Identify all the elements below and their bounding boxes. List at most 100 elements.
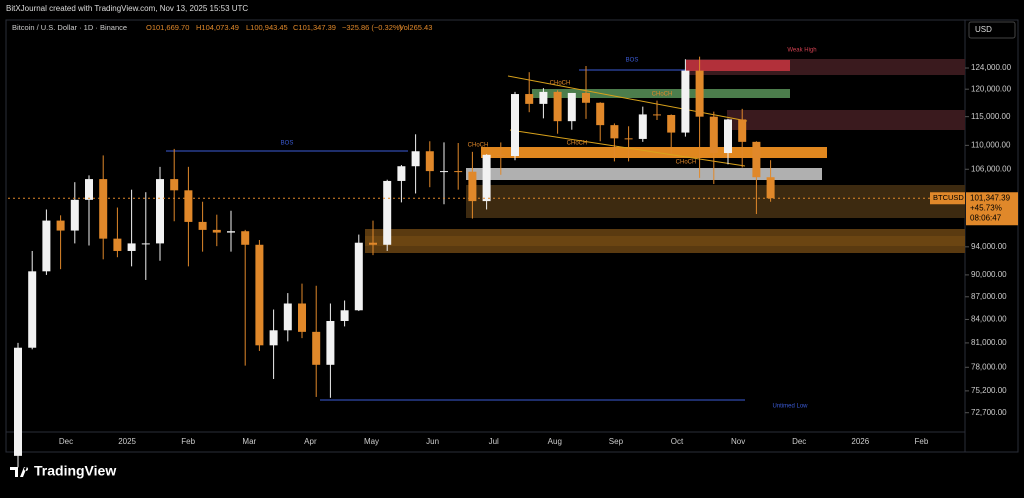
trendline xyxy=(509,129,746,167)
annotation: CHoCH xyxy=(567,141,588,147)
annotation: Weak High xyxy=(787,48,816,54)
y-tick-label: 87,000.00 xyxy=(971,292,1007,301)
candle-body xyxy=(596,102,605,126)
zone xyxy=(727,110,965,130)
candle-body xyxy=(56,220,65,231)
candle-body xyxy=(567,92,576,122)
candle-body xyxy=(283,303,292,331)
zone xyxy=(466,168,822,180)
x-tick-label: Aug xyxy=(548,437,562,446)
candle-body xyxy=(255,244,264,346)
candle-body xyxy=(42,220,51,272)
ohlc-change: −325.86 (−0.32%) xyxy=(342,23,403,32)
currency-button[interactable] xyxy=(968,21,1016,39)
x-tick-label: Dec xyxy=(792,437,806,446)
candle-body xyxy=(468,171,477,202)
candle-body xyxy=(709,116,718,154)
volume: Vol265.43 xyxy=(399,23,432,32)
candle-body xyxy=(369,242,377,245)
candle-body xyxy=(582,92,590,103)
annotation: CHoCH xyxy=(676,160,697,166)
x-tick-label: Feb xyxy=(181,437,195,446)
candle-body xyxy=(638,114,647,139)
candle-body xyxy=(184,190,193,222)
y-tick-label: 120,000.00 xyxy=(971,84,1012,93)
candle-body xyxy=(482,154,491,202)
candle-body xyxy=(681,70,690,133)
x-tick-label: Sep xyxy=(609,437,624,446)
symbol-tag xyxy=(930,192,965,205)
annotation: CHoCH xyxy=(550,81,571,87)
chart-frame xyxy=(5,19,1019,453)
candle-body xyxy=(724,119,732,154)
zone xyxy=(532,89,790,98)
price-tag-price: 101,347.39 xyxy=(970,193,1011,202)
candle-body xyxy=(241,231,250,245)
candle-body xyxy=(525,94,534,104)
logo-mark xyxy=(10,467,29,477)
x-tick-label: Jul xyxy=(489,437,499,446)
candle-body xyxy=(383,180,392,245)
x-tick-label: 2026 xyxy=(851,437,869,446)
ohlc-low: L100,943.45 xyxy=(246,23,288,32)
symbol-info: Bitcoin / U.S. Dollar · 1D · Binance xyxy=(12,23,127,32)
y-tick-label: 110,000.00 xyxy=(971,140,1011,149)
candle-body xyxy=(440,171,448,173)
candle-body xyxy=(411,151,420,167)
candle-body xyxy=(85,179,93,200)
candle-body xyxy=(141,243,150,245)
y-tick-label: 124,000.00 xyxy=(971,63,1012,72)
candle-body xyxy=(340,310,349,321)
candle-body xyxy=(397,166,406,181)
x-tick-label: Nov xyxy=(731,437,745,446)
candle-body xyxy=(539,91,548,104)
y-tick-label: 84,000.00 xyxy=(971,315,1007,324)
candle-body xyxy=(425,151,434,172)
candle-body xyxy=(326,320,335,365)
ohlc-close: C101,347.39 xyxy=(293,23,336,32)
candle-body xyxy=(511,94,519,157)
annotation: CHoCH xyxy=(652,92,673,98)
candle-body xyxy=(752,141,761,178)
y-tick-label: 106,000.00 xyxy=(971,164,1012,173)
candle-body xyxy=(695,70,704,117)
price-tag-change: +45.73% xyxy=(970,203,1002,212)
x-tick-label: Feb xyxy=(915,437,929,446)
candle-body xyxy=(127,243,136,251)
candle-body xyxy=(312,331,321,365)
trendline xyxy=(507,75,748,122)
y-tick-label: 90,000.00 xyxy=(971,270,1007,279)
y-tick-label: 81,000.00 xyxy=(971,338,1007,347)
x-tick-label: May xyxy=(364,437,379,446)
price-tag-countdown: 08:06:47 xyxy=(970,213,1002,222)
x-tick-label: Jun xyxy=(426,437,439,446)
candle-body xyxy=(212,229,221,233)
zone xyxy=(686,60,790,71)
candle-body xyxy=(227,231,235,233)
candle-body xyxy=(553,91,562,122)
zone xyxy=(466,185,965,218)
symbol-tag-text: BTCUSD xyxy=(933,193,964,202)
y-tick-label: 75,200.00 xyxy=(971,386,1007,395)
candle-body xyxy=(766,177,775,199)
y-tick-label: 72,700.00 xyxy=(971,408,1007,417)
candle-body xyxy=(28,271,37,348)
candle-body xyxy=(14,347,22,456)
annotation: BOS xyxy=(281,141,294,147)
candle-body xyxy=(738,119,747,142)
ohlc-open: O101,669.70 xyxy=(146,23,189,32)
annotation: Untimed Low xyxy=(772,404,808,410)
ohlc-high: H104,073.49 xyxy=(196,23,239,32)
credit: BitXJournal created with TradingView.com… xyxy=(6,4,248,13)
candle-body xyxy=(70,199,79,231)
y-tick-label: 115,000.00 xyxy=(971,112,1011,121)
x-tick-label: Apr xyxy=(304,437,317,446)
x-tick-label: Dec xyxy=(59,437,73,446)
candle-body xyxy=(99,179,108,239)
annotation: CHoCH xyxy=(468,143,489,149)
zone xyxy=(365,236,965,246)
candle-body xyxy=(354,242,363,311)
currency: USD xyxy=(975,25,992,34)
